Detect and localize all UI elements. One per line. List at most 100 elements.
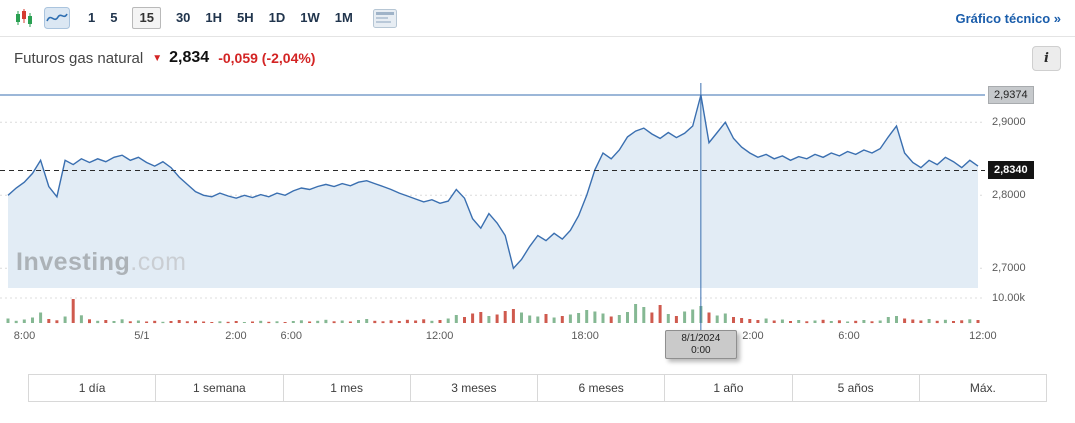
volume-bar [634, 304, 638, 323]
candlestick-chart-icon[interactable] [14, 8, 34, 28]
interval-1m[interactable]: 1M [334, 10, 353, 25]
toolbar: 1 5 15 30 1H 5H 1D 1W 1M Gráfico técnico » [0, 0, 1075, 37]
x-axis-tick-label: 6:00 [280, 330, 302, 342]
volume-bar [935, 320, 939, 324]
volume-bar [259, 320, 263, 324]
y-axis-tick-label: 2,7000 [992, 262, 1026, 275]
volume-bar [120, 319, 124, 324]
volume-bar [177, 320, 181, 323]
volume-bar [593, 311, 597, 323]
volume-bar [446, 318, 450, 323]
volume-bar [764, 318, 768, 323]
volume-bar [381, 321, 385, 324]
volume-bar [88, 319, 91, 324]
volume-bar [829, 321, 833, 323]
last-price-axis-label: 2,8340 [988, 161, 1034, 180]
instrument-title: Futuros gas natural [14, 49, 144, 67]
watermark: Investing.com [16, 248, 186, 277]
volume-bar [772, 320, 776, 323]
volume-bar [642, 307, 646, 323]
volume-bar [691, 309, 695, 323]
watermark-light: .com [130, 248, 187, 276]
volume-bar [626, 312, 629, 323]
period-1-mes[interactable]: 1 mes [283, 375, 411, 401]
period-1-semana[interactable]: 1 semana [156, 375, 284, 401]
chart-area: Investing.com 8/1/2024 0:00 2,9374 2,9000… [0, 78, 1075, 362]
volume-bar [422, 319, 426, 324]
volume-bar [104, 320, 108, 323]
volume-bar [430, 320, 434, 324]
interval-1w[interactable]: 1W [300, 10, 320, 25]
price-area-fill [8, 95, 978, 288]
volume-bar [397, 321, 401, 323]
volume-bar [952, 321, 955, 323]
volume-bar [47, 319, 51, 323]
volume-bar [185, 321, 189, 324]
interval-5h[interactable]: 5H [237, 10, 254, 25]
volume-bar [39, 312, 43, 323]
volume-bar [71, 299, 75, 323]
volume-bar [732, 317, 735, 323]
volume-bar [821, 319, 825, 324]
instrument-header: Futuros gas natural ▼ 2,834 -0,059 (-2,0… [14, 44, 1061, 72]
volume-bar [854, 320, 858, 324]
interval-1d[interactable]: 1D [268, 10, 286, 25]
x-axis-tick-label: 18:00 [571, 330, 599, 342]
volume-bar [960, 320, 964, 324]
volume-bar [658, 305, 662, 323]
volume-bar [234, 321, 238, 323]
volume-bar [797, 320, 801, 323]
volume-bar [332, 321, 336, 324]
volume-bar [487, 316, 491, 323]
interval-15[interactable]: 15 [132, 7, 161, 29]
price-line [7, 94, 979, 270]
volume-bar [878, 320, 882, 323]
volume-bar [609, 316, 613, 323]
volume-bar [324, 319, 328, 324]
line-chart-icon[interactable] [44, 7, 70, 29]
crosshair-tooltip: 8/1/2024 0:00 [664, 330, 737, 359]
x-axis-tick-label: 5/1 [134, 330, 150, 342]
price-chart-svg[interactable] [0, 83, 985, 343]
volume-bar [536, 316, 540, 323]
volume-bar [96, 320, 100, 324]
volume-bar [870, 321, 874, 324]
period-3-meses[interactable]: 3 meses [410, 375, 538, 401]
volume-bar [560, 316, 564, 323]
volume-bar [79, 315, 83, 324]
period-6-meses[interactable]: 6 meses [538, 375, 666, 401]
volume-bar [316, 320, 320, 324]
volume-bar [503, 311, 507, 323]
period-1-día[interactable]: 1 día [29, 375, 157, 401]
volume-bar [552, 317, 556, 323]
volume-bar [308, 321, 312, 323]
period-máx[interactable]: Máx. [919, 375, 1046, 401]
volume-bar [846, 321, 850, 323]
indicators-panel-icon[interactable] [372, 8, 397, 28]
volume-bar [389, 320, 393, 324]
volume-bar [666, 314, 670, 323]
interval-1h[interactable]: 1H [205, 10, 223, 25]
volume-bar [585, 310, 589, 323]
period-5-años[interactable]: 5 años [792, 375, 920, 401]
interval-5[interactable]: 5 [110, 10, 118, 25]
volume-bar [283, 322, 287, 323]
volume-bar [357, 320, 360, 323]
volume-bar [194, 320, 197, 324]
volume-bar [780, 319, 784, 323]
volume-bar [511, 309, 515, 323]
x-axis-tick-label: 6:00 [838, 330, 860, 342]
volume-bar [707, 312, 711, 323]
technical-chart-link[interactable]: Gráfico técnico » [955, 10, 1061, 26]
volume-bar [748, 319, 752, 323]
volume-bar [862, 320, 866, 323]
volume-bar [373, 320, 377, 324]
volume-bar [756, 320, 760, 323]
volume-bar [683, 311, 687, 323]
info-icon[interactable]: i [1032, 45, 1061, 71]
interval-30[interactable]: 30 [175, 10, 191, 25]
period-1-año[interactable]: 1 año [665, 375, 793, 401]
volume-bar [202, 321, 206, 323]
interval-1[interactable]: 1 [88, 10, 96, 25]
